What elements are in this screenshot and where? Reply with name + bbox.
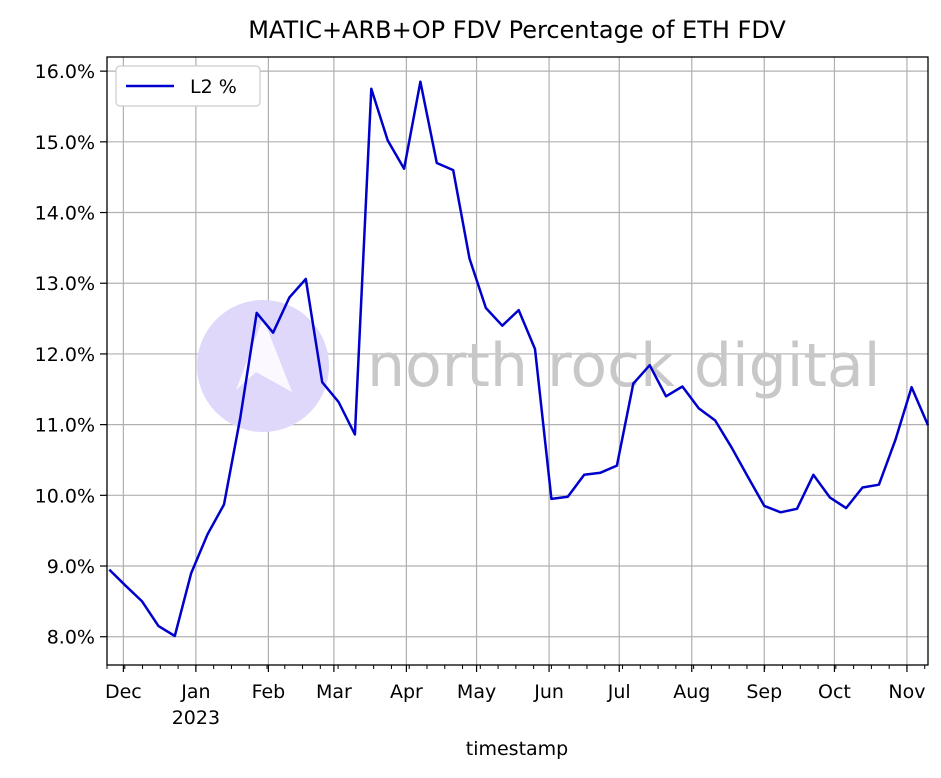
watermark-logo-mark	[236, 318, 292, 392]
y-tick-label: 8.0%	[47, 627, 95, 649]
x-tick-label: Jun	[533, 681, 564, 703]
legend-box	[115, 65, 261, 107]
legend: L2 %	[115, 65, 261, 107]
y-tick-label: 11.0%	[35, 415, 95, 437]
watermark-text: north rock digital	[367, 331, 880, 401]
legend-label: L2 %	[190, 76, 237, 98]
x-tick-label: Jul	[607, 681, 631, 703]
y-tick-label: 13.0%	[35, 273, 95, 295]
y-tick-label: 16.0%	[35, 61, 95, 83]
y-tick-label: 10.0%	[35, 485, 95, 507]
x-tick-label: Jan	[180, 681, 210, 703]
x-tick-sublabel: 2023	[172, 707, 220, 729]
x-tick-label: Mar	[316, 681, 352, 703]
x-tick-label: Dec	[105, 681, 142, 703]
x-axis-label: timestamp	[466, 738, 569, 760]
plot-frame	[106, 56, 929, 666]
y-axis: 8.0% 9.0% 10.0% 11.0% 12.0% 13.0% 14.0% 15.0% 16…	[35, 61, 107, 649]
x-tick-label: May	[457, 681, 496, 703]
x-tick-label: Apr	[390, 681, 423, 703]
y-tick-label: 14.0%	[35, 203, 95, 225]
x-axis: Dec Jan 2023 Feb Mar Apr May Jun Jul Aug Sep Oct Nov	[105, 665, 925, 729]
y-tick-label: 15.0%	[35, 132, 95, 154]
chart-title: MATIC+ARB+OP FDV Percentage of ETH FDV	[248, 16, 786, 44]
x-tick-label: Oct	[818, 681, 851, 703]
watermark: north rock digital	[197, 300, 880, 432]
x-tick-label: Aug	[673, 681, 710, 703]
x-tick-label: Feb	[252, 681, 286, 703]
y-tick-label: 12.0%	[35, 344, 95, 366]
series-lines	[108, 80, 930, 638]
x-tick-label: Sep	[746, 681, 782, 703]
y-tick-label: 9.0%	[47, 556, 95, 578]
x-tick-label: Nov	[888, 681, 925, 703]
